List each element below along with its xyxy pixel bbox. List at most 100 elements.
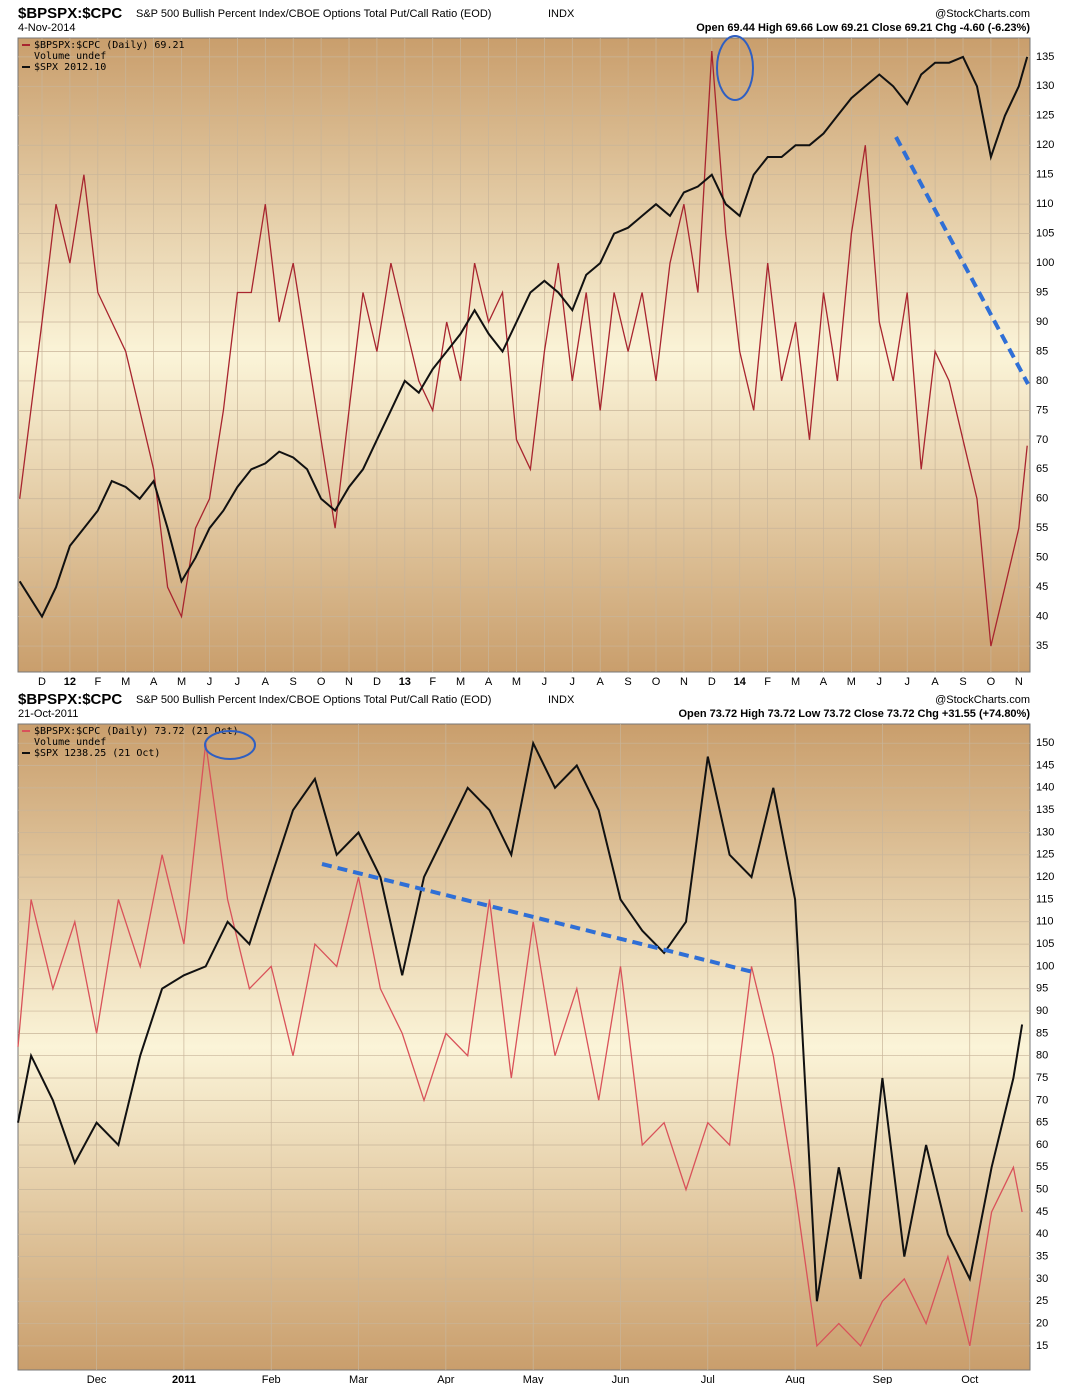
date: 4-Nov-2014	[18, 22, 75, 34]
y-tick-label: 135	[1036, 804, 1054, 816]
highlight-ellipse	[204, 730, 256, 760]
x-tick-label: J	[570, 676, 576, 688]
x-tick-label: Dec	[87, 1374, 107, 1384]
y-tick-label: 15	[1036, 1340, 1048, 1352]
x-tick-label: J	[542, 676, 548, 688]
y-tick-label: 120	[1036, 871, 1054, 883]
y-tick-label: 110	[1036, 916, 1054, 928]
x-tick-label: F	[94, 676, 101, 688]
volume-label: Volume undef	[34, 51, 106, 62]
y-tick-label: 75	[1036, 404, 1048, 416]
x-tick-label: M	[456, 676, 465, 688]
x-tick-label: M	[512, 676, 521, 688]
y-tick-label: 130	[1036, 80, 1054, 92]
x-tick-label: M	[121, 676, 130, 688]
x-tick-label: A	[485, 676, 493, 688]
exchange: INDX	[548, 8, 575, 20]
x-tick-label: D	[708, 676, 716, 688]
x-tick-label: F	[429, 676, 436, 688]
legend-label: $SPX 1238.25 (21 Oct)	[34, 748, 160, 759]
y-tick-label: 130	[1036, 826, 1054, 838]
y-tick-label: 90	[1036, 1005, 1048, 1017]
y-tick-label: 45	[1036, 1206, 1048, 1218]
x-tick-label: Jun	[612, 1374, 630, 1384]
y-tick-label: 65	[1036, 463, 1048, 475]
series-line	[17, 743, 1023, 1348]
quote: Open 73.72 High 73.72 Low 73.72 Close 73…	[678, 708, 1030, 720]
y-tick-label: 135	[1036, 51, 1054, 63]
y-tick-label: 70	[1036, 1094, 1048, 1106]
source: @StockCharts.com	[935, 694, 1030, 706]
y-tick-label: 55	[1036, 522, 1048, 534]
y-tick-label: 145	[1036, 759, 1054, 771]
volume-label: Volume undef	[34, 737, 106, 748]
y-tick-label: 35	[1036, 640, 1048, 652]
y-tick-label: 55	[1036, 1161, 1048, 1173]
x-tick-label: 14	[734, 676, 747, 688]
series-line	[19, 50, 1028, 647]
series-line	[17, 740, 1024, 1302]
y-tick-label: 20	[1036, 1317, 1048, 1329]
x-tick-label: N	[680, 676, 688, 688]
x-tick-label: Apr	[437, 1374, 454, 1384]
x-tick-label: 2011	[172, 1374, 196, 1384]
y-tick-label: 105	[1036, 938, 1054, 950]
x-tick-label: S	[290, 676, 297, 688]
y-tick-label: 70	[1036, 434, 1048, 446]
date: 21-Oct-2011	[18, 708, 78, 720]
x-tick-label: A	[150, 676, 158, 688]
x-tick-label: J	[235, 676, 241, 688]
y-tick-label: 85	[1036, 345, 1048, 357]
x-tick-label: Oct	[961, 1374, 978, 1384]
x-tick-label: J	[877, 676, 883, 688]
y-tick-label: 50	[1036, 1184, 1048, 1196]
x-tick-label: Sep	[873, 1374, 893, 1384]
x-tick-label: O	[652, 676, 661, 688]
x-tick-label: S	[624, 676, 631, 688]
x-tick-label: Feb	[262, 1374, 281, 1384]
y-tick-label: 50	[1036, 552, 1048, 564]
x-tick-label: Jul	[701, 1374, 715, 1384]
y-tick-label: 25	[1036, 1295, 1048, 1307]
y-tick-label: 35	[1036, 1251, 1048, 1263]
x-tick-label: A	[820, 676, 828, 688]
y-tick-label: 80	[1036, 1050, 1048, 1062]
y-tick-label: 40	[1036, 611, 1048, 623]
x-tick-label: A	[262, 676, 270, 688]
symbol: $BPSPX:$CPC	[18, 691, 122, 708]
x-tick-label: D	[373, 676, 381, 688]
x-tick-label: O	[317, 676, 326, 688]
x-tick-label: Aug	[785, 1374, 805, 1384]
x-tick-label: J	[904, 676, 910, 688]
legend-label: $SPX 2012.10	[34, 62, 106, 73]
y-tick-label: 75	[1036, 1072, 1048, 1084]
chart-title: S&P 500 Bullish Percent Index/CBOE Optio…	[136, 8, 491, 20]
annotations	[204, 35, 1030, 974]
x-tick-label: M	[791, 676, 800, 688]
x-tick-label: 13	[399, 676, 411, 688]
source: @StockCharts.com	[935, 8, 1030, 20]
y-tick-label: 95	[1036, 983, 1048, 995]
y-tick-label: 115	[1036, 169, 1054, 181]
legend-label: $BPSPX:$CPC (Daily) 69.21	[34, 40, 185, 51]
x-tick-label: O	[987, 676, 996, 688]
x-tick-label: A	[931, 676, 939, 688]
x-tick-label: N	[1015, 676, 1023, 688]
y-tick-label: 40	[1036, 1228, 1048, 1240]
x-tick-label: J	[207, 676, 213, 688]
x-tick-label: N	[345, 676, 353, 688]
legend-label: $BPSPX:$CPC (Daily) 73.72 (21 Oct)	[34, 726, 239, 737]
y-tick-label: 115	[1036, 893, 1054, 905]
chart-title: S&P 500 Bullish Percent Index/CBOE Optio…	[136, 694, 491, 706]
y-tick-label: 90	[1036, 316, 1048, 328]
y-tick-label: 65	[1036, 1117, 1048, 1129]
y-tick-label: 110	[1036, 198, 1054, 210]
y-tick-label: 95	[1036, 286, 1048, 298]
y-tick-label: 60	[1036, 493, 1048, 505]
x-tick-label: M	[847, 676, 856, 688]
highlight-ellipse	[716, 35, 754, 101]
symbol: $BPSPX:$CPC	[18, 5, 122, 22]
y-tick-label: 60	[1036, 1139, 1048, 1151]
plot-area	[17, 37, 1031, 673]
